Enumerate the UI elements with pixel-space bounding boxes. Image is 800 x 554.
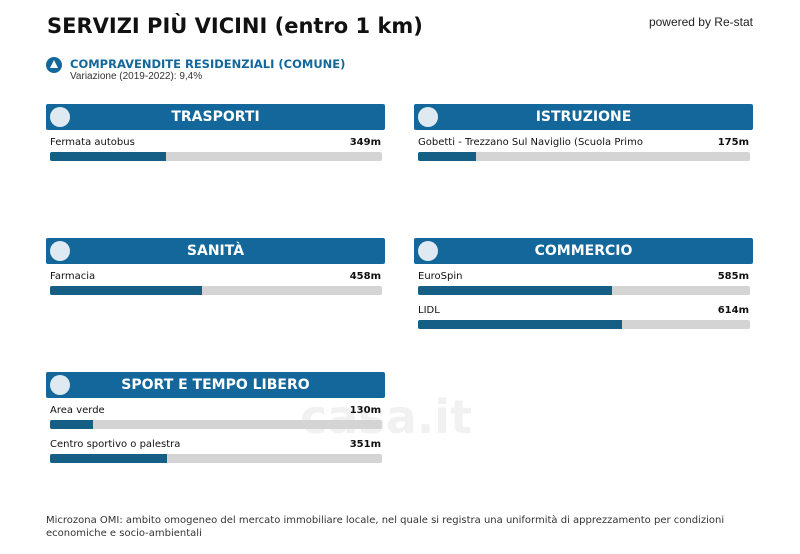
item-name: EuroSpin <box>418 271 463 282</box>
bar-track <box>418 320 750 329</box>
distance-bar <box>50 286 203 295</box>
footer-note: Microzona OMI: ambito omogeneo del merca… <box>46 515 725 539</box>
section-header: SPORT E TEMPO LIBERO <box>46 372 385 398</box>
section-icon <box>418 107 438 127</box>
item-distance: 585m <box>717 271 749 282</box>
item-name: Fermata autobus <box>50 137 135 148</box>
indicator-label: COMPRAVENDITE RESIDENZIALI (COMUNE) <box>70 57 346 71</box>
item-distance: 614m <box>717 305 749 316</box>
bar-track <box>50 420 382 429</box>
bar-track <box>50 286 382 295</box>
indicator-detail: Variazione (2019-2022): 9,4% <box>70 71 203 82</box>
section-icon <box>50 375 70 395</box>
section-header: ISTRUZIONE <box>414 104 753 130</box>
distance-bar <box>418 286 613 295</box>
bar-track <box>418 152 750 161</box>
title: SERVIZI PIÙ VICINI (entro 1 km) <box>47 14 423 38</box>
item-distance: 458m <box>349 271 381 282</box>
section-icon <box>418 241 438 261</box>
distance-bar <box>50 454 167 463</box>
item-name: Farmacia <box>50 271 96 282</box>
distance-bar <box>50 152 166 161</box>
section-header: SANITÀ <box>46 238 385 264</box>
section-icon <box>50 241 70 261</box>
section-icon <box>50 107 70 127</box>
item-distance: 130m <box>349 405 381 416</box>
bar-track <box>418 286 750 295</box>
item-name: Centro sportivo o palestra <box>50 439 181 450</box>
indicator-icon <box>46 57 62 73</box>
item-distance: 351m <box>349 439 381 450</box>
powered-by: powered by Re-stat <box>648 15 753 29</box>
distance-bar <box>418 320 622 329</box>
watermark: casa.it <box>300 390 472 444</box>
item-name: Gobetti - Trezzano Sul Naviglio (Scuola … <box>418 137 643 148</box>
item-distance: 175m <box>717 137 749 148</box>
item-name: Area verde <box>50 405 105 416</box>
distance-bar <box>418 152 477 161</box>
item-distance: 349m <box>349 137 381 148</box>
section-header: COMMERCIO <box>414 238 753 264</box>
section-header: TRASPORTI <box>46 104 385 130</box>
distance-bar <box>50 420 94 429</box>
bar-track <box>50 152 382 161</box>
bar-track <box>50 454 382 463</box>
item-name: LIDL <box>418 305 440 316</box>
